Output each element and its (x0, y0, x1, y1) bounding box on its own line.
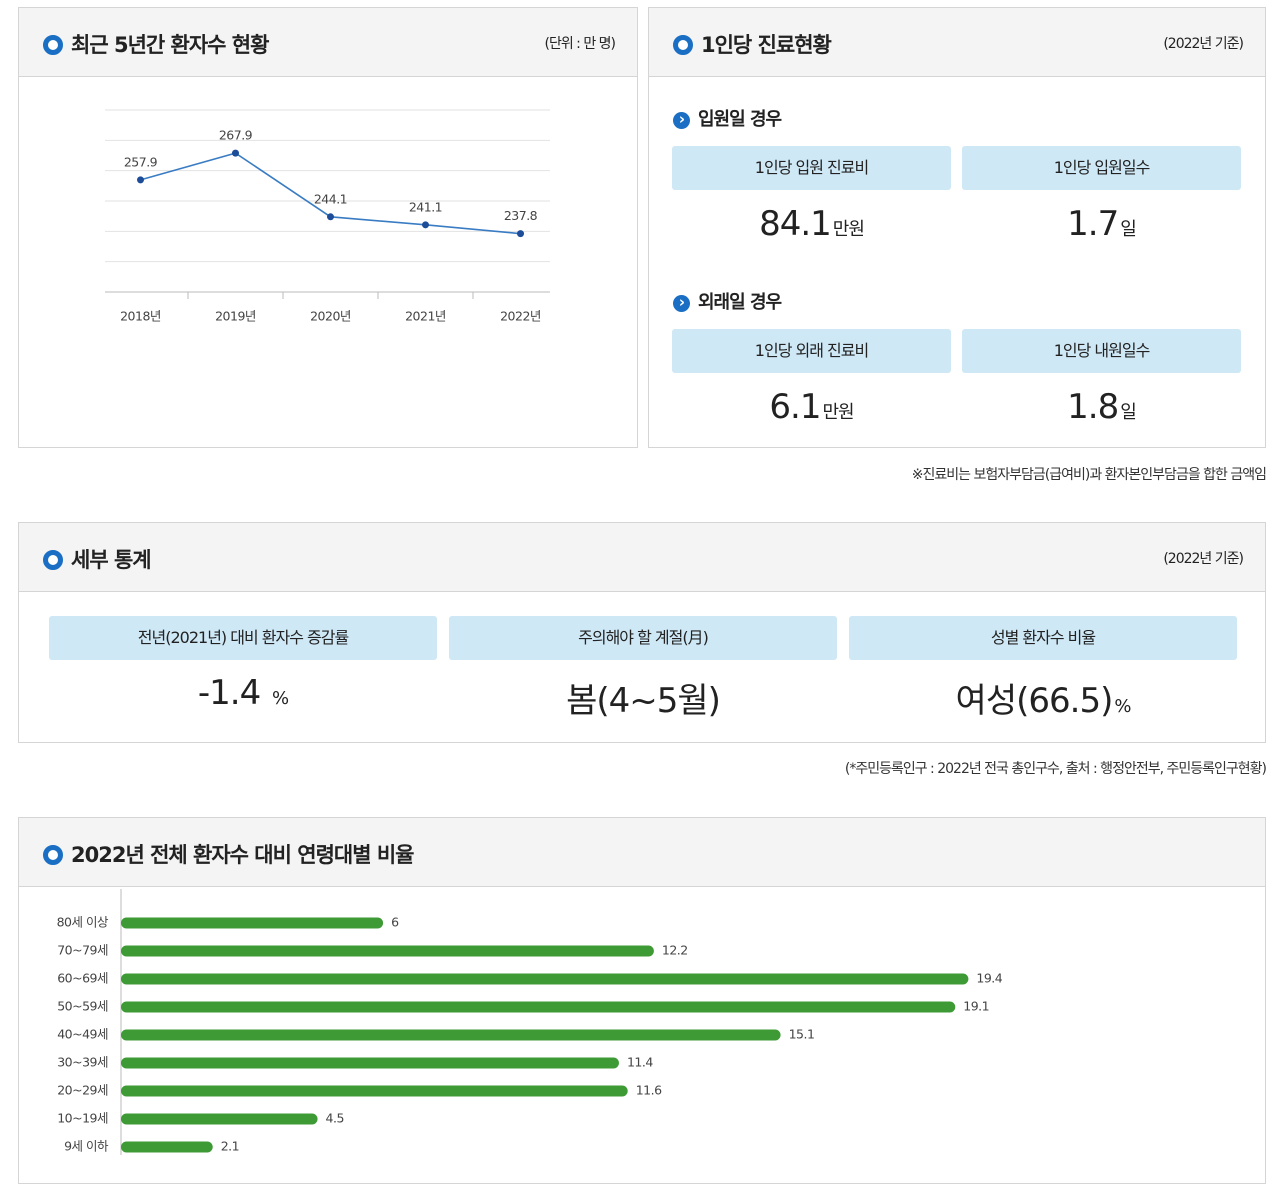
y-tick-label: 80세 이상 (57, 915, 109, 930)
value: 84.1 (759, 204, 832, 244)
data-label: 237.8 (504, 208, 538, 223)
bar (121, 1113, 318, 1125)
care-panel: 1인당 진료현황 (2022년 기준) 입원일 경우 1인당 입원 진료비 1인… (648, 7, 1266, 448)
value: 봄(4~5월) (566, 681, 721, 721)
data-label: 11.4 (627, 1055, 653, 1070)
data-label: 4.5 (326, 1111, 344, 1126)
basis-note: (2022년 기준) (1163, 36, 1244, 52)
point (137, 176, 144, 184)
line-chart: 2018년 2019년 2020년 2021년 2022년 257.9 267.9 244.1… (105, 109, 550, 324)
stat-value: 1.7 일 (962, 204, 1241, 244)
bar (121, 945, 654, 957)
stat-label: 1인당 입원일수 (962, 146, 1241, 190)
footnote: ※진료비는 보험자부담금(급여비)과 환자본인부담금을 합한 금액임 (911, 467, 1267, 483)
trend-panel: 최근 5년간 환자수 현황 (단위 : 만 명) (18, 7, 638, 448)
panel-header: 2022년 전체 환자수 대비 연령대별 비율 (19, 818, 1265, 887)
y-tick-label: 9세 이하 (64, 1139, 109, 1154)
unit: 만원 (822, 402, 854, 423)
point (327, 213, 334, 221)
data-label: 15.1 (789, 1027, 815, 1042)
group-heading: 입원일 경우 (673, 105, 782, 131)
y-tick-label: 40~49세 (57, 1027, 108, 1042)
y-tick-label: 20~29세 (57, 1083, 108, 1098)
stat-value: 1.8 일 (962, 387, 1241, 427)
value: 1.8 (1067, 387, 1119, 427)
unit: 만원 (832, 219, 865, 240)
value: 6.1 (769, 387, 821, 427)
panel-header: 세부 통계 (2022년 기준) (19, 523, 1265, 592)
point (232, 149, 239, 157)
data-label: 6 (391, 915, 399, 930)
bar (121, 917, 384, 929)
y-tick-label: 60~69세 (57, 971, 108, 986)
stat-label: 전년(2021년) 대비 환자수 증감률 (49, 616, 437, 660)
data-label: 244.1 (314, 191, 347, 206)
stat-label: 1인당 입원 진료비 (672, 146, 951, 190)
panel-title: 세부 통계 (43, 544, 152, 574)
unit: % (272, 688, 289, 709)
panel-title: 2022년 전체 환자수 대비 연령대별 비율 (43, 839, 414, 869)
stat-label: 1인당 외래 진료비 (672, 329, 951, 373)
x-tick-label: 2018년 (120, 309, 161, 324)
stat-label: 1인당 내원일수 (962, 329, 1241, 373)
y-tick-label: 50~59세 (57, 999, 108, 1014)
data-label: 19.4 (976, 971, 1002, 986)
stat-value: 84.1 만원 (672, 204, 951, 244)
stat-value: -1.4 % (49, 673, 437, 713)
data-label: 12.2 (662, 943, 688, 958)
bar-chart: 80세 이상 6 70~79세 12.2 60~69세 19.4 50~59세 19.1 40~… (57, 889, 1003, 1155)
value: -1.4 (197, 673, 261, 713)
x-tick-label: 2021년 (405, 309, 446, 324)
x-tick-label: 2020년 (310, 309, 351, 324)
bar (121, 1001, 956, 1013)
stat-value: 여성(66.5)% (849, 673, 1237, 722)
stat-label: 주의해야 할 계절(月) (449, 616, 837, 660)
y-tick-label: 30~39세 (57, 1055, 108, 1070)
basis-note: (2022년 기준) (1163, 551, 1244, 567)
panel-header: 1인당 진료현황 (2022년 기준) (649, 8, 1265, 77)
unit: % (1114, 696, 1131, 717)
stat-label: 성별 환자수 비율 (849, 616, 1237, 660)
data-label: 241.1 (409, 199, 442, 214)
panel-title: 최근 5년간 환자수 현황 (43, 29, 269, 59)
value: 여성(66.5) (955, 681, 1114, 721)
bar (121, 1029, 781, 1041)
detail-panel: 세부 통계 (2022년 기준) 전년(2021년) 대비 환자수 증감률 주의… (18, 522, 1266, 743)
point (422, 221, 429, 229)
x-tick-label: 2019년 (215, 309, 256, 324)
group-heading: 외래일 경우 (673, 288, 782, 314)
stat-value: 6.1 만원 (672, 387, 951, 427)
panel-title: 1인당 진료현황 (673, 29, 832, 59)
bar (121, 1141, 213, 1153)
footnote: (*주민등록인구 : 2022년 전국 총인구수, 출처 : 행정안전부, 주민… (844, 761, 1267, 777)
data-label: 19.1 (963, 999, 989, 1014)
age-panel: 2022년 전체 환자수 대비 연령대별 비율 (18, 817, 1266, 1184)
data-label: 257.9 (124, 154, 158, 169)
data-label: 11.6 (636, 1083, 662, 1098)
data-label: 267.9 (219, 128, 253, 143)
value: 1.7 (1067, 204, 1119, 244)
y-tick-label: 10~19세 (57, 1111, 108, 1126)
panel-header: 최근 5년간 환자수 현황 (단위 : 만 명) (19, 8, 637, 77)
point (517, 230, 524, 238)
y-tick-label: 70~79세 (57, 943, 108, 958)
x-tick-label: 2022년 (500, 309, 541, 324)
data-label: 2.1 (221, 1139, 239, 1154)
unit: 일 (1120, 219, 1137, 240)
bar (121, 1085, 628, 1097)
unit: 일 (1120, 402, 1137, 423)
bar (121, 1057, 619, 1069)
bar (121, 973, 969, 985)
stat-value: 봄(4~5월) (449, 673, 837, 722)
unit-note: (단위 : 만 명) (544, 36, 616, 52)
